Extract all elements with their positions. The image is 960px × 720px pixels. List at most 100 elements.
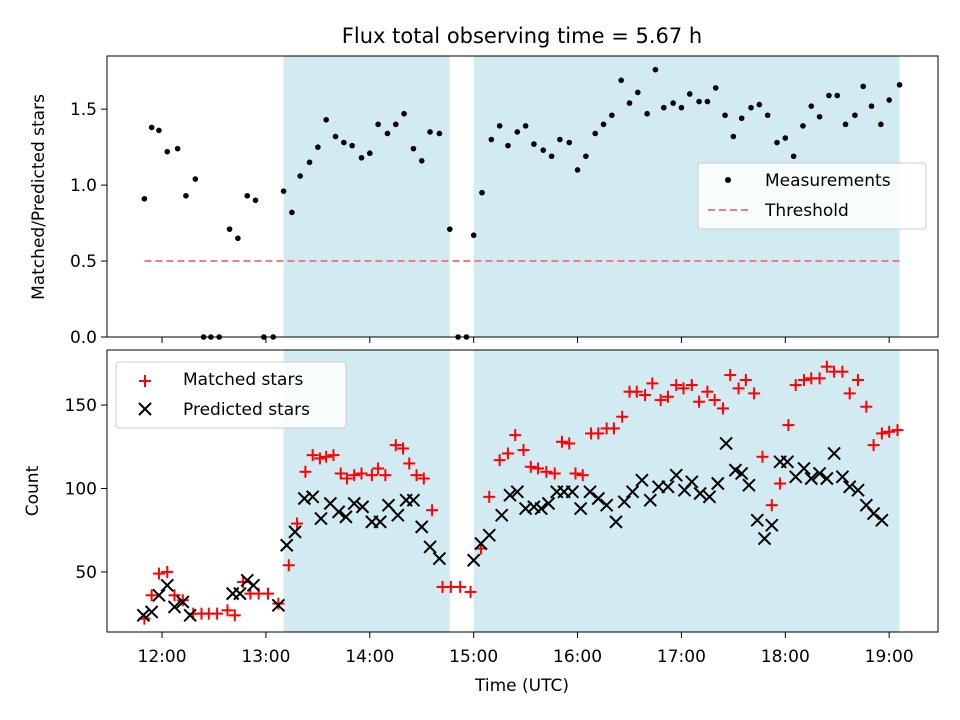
predicted-star-point (757, 531, 772, 546)
matched-star-point (569, 467, 582, 480)
matched-star-point (555, 435, 568, 448)
predicted-star-point (152, 588, 166, 602)
x-tick-label: 12:00 (138, 647, 187, 667)
predicted-star-point (305, 490, 320, 504)
matched-star-point (532, 462, 545, 475)
predicted-star-point (391, 508, 405, 522)
matched-star-point (403, 457, 416, 470)
matched-star-point (145, 589, 158, 602)
predicted-star-point (742, 478, 756, 492)
measurement-point (704, 98, 711, 105)
matched-star-point (379, 469, 392, 482)
measurement-point (652, 66, 659, 73)
predicted-star-point (609, 515, 623, 529)
legend-threshold-label: Threshold (764, 201, 849, 221)
matched-star-point (891, 424, 904, 437)
matched-star-point (410, 469, 423, 482)
measurement-point (446, 226, 453, 232)
predicted-star-point (503, 488, 517, 502)
measurement-point (427, 129, 433, 135)
measurement-point (896, 82, 903, 88)
predicted-star-point (851, 483, 865, 497)
predicted-star-point (331, 505, 346, 519)
bottom-panel: 50 100 150 12:00 13:00 14:00 15:00 16:00 17:00 1… (23, 349, 939, 696)
legend-measurement-marker (725, 177, 731, 183)
measurement-point (418, 158, 425, 164)
predicted-star-point (160, 578, 174, 592)
matched-star-point (334, 467, 347, 480)
measurement-point (574, 167, 581, 173)
measurement-point (800, 123, 806, 129)
predicted-star-point (797, 461, 811, 476)
matched-star-point (509, 429, 522, 442)
measurement-point (244, 192, 251, 199)
matched-star-point (493, 454, 506, 467)
predicted-star-point (510, 485, 525, 499)
measurement-point (618, 77, 624, 84)
measurement-point (756, 101, 763, 108)
bottom-axes-frame (106, 349, 939, 633)
matched-star-point (348, 469, 361, 482)
measurement-point (505, 142, 511, 149)
measurement-point (323, 116, 329, 123)
matched-star-point (237, 575, 250, 588)
measurement-point (148, 124, 155, 131)
measurement-point (410, 145, 417, 152)
predicted-star-point (661, 480, 675, 494)
matched-star-point (716, 402, 729, 415)
matched-star-point (732, 382, 745, 395)
y-tick-label: 0.0 (70, 328, 97, 348)
matched-star-point (724, 369, 737, 382)
y-tick-label: 1.5 (70, 100, 97, 120)
measurement-point (730, 133, 737, 140)
matched-star-point (798, 374, 811, 387)
matched-star-point (843, 387, 856, 400)
predicted-star-point (643, 493, 657, 507)
predicted-star-point (780, 455, 795, 469)
measurement-point (764, 112, 771, 119)
predicted-star-point (495, 508, 509, 522)
measurement-point (678, 104, 685, 111)
measurement-point (306, 159, 313, 166)
matched-star-point (701, 385, 714, 398)
measurement-point (790, 153, 797, 160)
predicted-star-point (339, 510, 353, 524)
x-tick-label: 15:00 (449, 647, 498, 667)
measurement-point (297, 173, 304, 179)
matched-star-point (161, 565, 174, 578)
measurement-point (566, 139, 573, 146)
y-tick-label: 50 (75, 563, 97, 583)
x-tick-label: 17:00 (657, 647, 706, 667)
bottom-legend-box (115, 361, 347, 429)
matched-star-point (176, 594, 189, 607)
matched-star-point (320, 450, 333, 463)
top-panel: 0.0 0.5 1.0 1.5 Matched/Predicted stars Mea… (29, 55, 939, 348)
predicted-star-point (625, 485, 640, 499)
x-tick-label: 13:00 (241, 647, 290, 667)
measurement-point (548, 153, 555, 160)
matched-star-point (836, 365, 849, 378)
measurement-point (226, 226, 233, 232)
matched-star-point (211, 607, 224, 620)
top-y-axis-label: Matched/Predicted stars (29, 94, 49, 300)
predicted-star-point (728, 463, 743, 477)
matched-star-point (397, 442, 410, 455)
x-axis-label: Time (UTC) (474, 676, 569, 696)
measurement-point (626, 100, 633, 106)
measurement-point (384, 130, 391, 137)
matched-star-point (417, 472, 430, 485)
measurement-point (660, 104, 667, 111)
matched-star-point (282, 559, 295, 572)
measurement-point (686, 91, 693, 97)
measurement-point (289, 209, 295, 216)
matched-star-point (299, 465, 312, 478)
predicted-star-point (573, 501, 588, 516)
matched-star-point (592, 427, 605, 440)
predicted-star-point (271, 598, 286, 613)
predicted-star-point (167, 600, 182, 614)
observing-window-shade (283, 56, 450, 337)
measurement-point (609, 112, 615, 119)
measurement-point (156, 127, 162, 134)
predicted-star-point (599, 498, 614, 512)
predicted-star-point (183, 608, 197, 623)
